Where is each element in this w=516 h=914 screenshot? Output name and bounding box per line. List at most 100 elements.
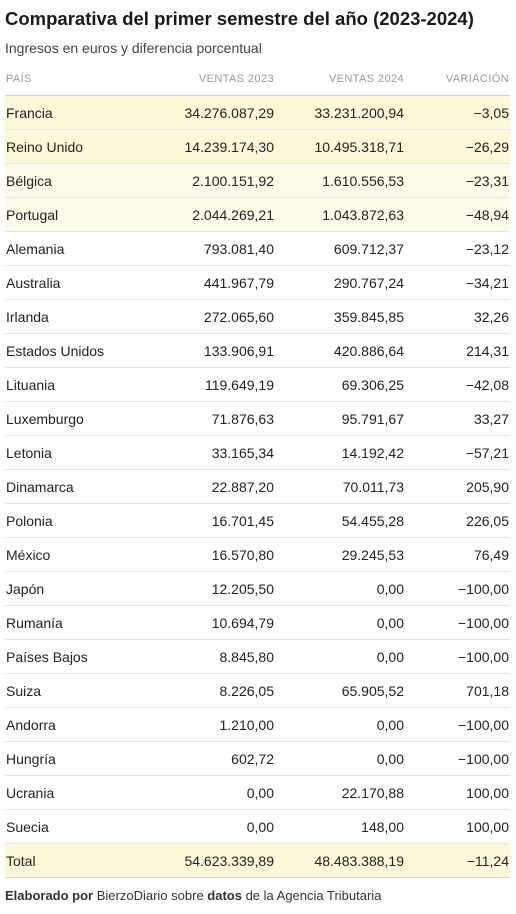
sales-2023-cell: 16.701,45: [155, 503, 275, 538]
table-row: Andorra 1.210,00 0,00 −100,00: [5, 707, 510, 742]
sales-2024-cell: 1.610.556,53: [275, 163, 405, 198]
total-sales-2023-cell: 54.623.339,89: [155, 843, 275, 878]
table-row: Letonia 33.165,34 14.192,42 −57,21: [5, 435, 510, 470]
variation-cell: 100,00: [405, 809, 510, 844]
table-row: Luxemburgo 71.876,63 95.791,67 33,27: [5, 401, 510, 436]
sales-2024-cell: 54.455,28: [275, 503, 405, 538]
country-cell: Rumanía: [5, 605, 155, 640]
variation-cell: −100,00: [405, 707, 510, 742]
table-row: Alemania 793.081,40 609.712,37 −23,12: [5, 231, 510, 266]
sales-2024-cell: 70.011,73: [275, 469, 405, 504]
country-cell: Francia: [5, 95, 155, 130]
sales-2023-cell: 16.570,80: [155, 537, 275, 572]
table-row: Polonia 16.701,45 54.455,28 226,05: [5, 503, 510, 538]
sales-2023-cell: 2.044.269,21: [155, 197, 275, 232]
sales-2023-cell: 33.165,34: [155, 435, 275, 470]
country-cell: Reino Unido: [5, 129, 155, 164]
sales-2024-cell: 33.231.200,94: [275, 95, 405, 130]
variation-cell: −100,00: [405, 605, 510, 640]
table-row: Portugal 2.044.269,21 1.043.872,63 −48,94: [5, 197, 510, 232]
variation-cell: −3,05: [405, 95, 510, 130]
table-row: Países Bajos 8.845,80 0,00 −100,00: [5, 639, 510, 674]
sales-2023-cell: 8.226,05: [155, 673, 275, 708]
page-title: Comparativa del primer semestre del año …: [5, 8, 474, 29]
sales-2024-cell: 29.245,53: [275, 537, 405, 572]
sales-2023-cell: 0,00: [155, 775, 275, 810]
sales-2023-cell: 8.845,80: [155, 639, 275, 674]
sales-2023-cell: 14.239.174,30: [155, 129, 275, 164]
sales-2024-cell: 609.712,37: [275, 231, 405, 266]
table-row: Reino Unido 14.239.174,30 10.495.318,71 −26…: [5, 129, 510, 164]
variation-cell: −100,00: [405, 741, 510, 776]
data-table: PAÍS VENTAS 2023 VENTAS 2024 VARIACIÓN F…: [5, 63, 510, 878]
sales-2024-cell: 148,00: [275, 809, 405, 844]
table-row: Rumanía 10.694,79 0,00 −100,00: [5, 605, 510, 640]
table-row: Lituania 119.649,19 69.306,25 −42,08: [5, 367, 510, 402]
sales-2024-cell: 420.886,64: [275, 333, 405, 368]
sales-2024-cell: 65.905,52: [275, 673, 405, 708]
sales-2024-cell: 22.170,88: [275, 775, 405, 810]
source-note: Elaborado por BierzoDiario sobre datos d…: [5, 888, 510, 903]
country-cell: Andorra: [5, 707, 155, 742]
country-cell: México: [5, 537, 155, 572]
column-header-sales-2023: VENTAS 2023: [155, 63, 275, 96]
country-cell: Letonia: [5, 435, 155, 470]
country-cell: Ucrania: [5, 775, 155, 810]
table-body: Francia 34.276.087,29 33.231.200,94 −3,05 Re…: [5, 95, 510, 878]
country-cell: Bélgica: [5, 163, 155, 198]
table-row: Japón 12.205,50 0,00 −100,00: [5, 571, 510, 606]
country-cell: Hungría: [5, 741, 155, 776]
variation-cell: −48,94: [405, 197, 510, 232]
sales-2024-cell: 0,00: [275, 605, 405, 640]
variation-cell: −34,21: [405, 265, 510, 300]
variation-cell: 100,00: [405, 775, 510, 810]
total-sales-2024-cell: 48.483.388,19: [275, 843, 405, 878]
sales-2023-cell: 441.967,79: [155, 265, 275, 300]
sales-2023-cell: 10.694,79: [155, 605, 275, 640]
sales-2023-cell: 12.205,50: [155, 571, 275, 606]
country-cell: Irlanda: [5, 299, 155, 334]
table-row: Estados Unidos 133.906,91 420.886,64 214,31: [5, 333, 510, 368]
source-note-bold-2: datos: [207, 888, 242, 903]
variation-cell: 226,05: [405, 503, 510, 538]
table-row: México 16.570,80 29.245,53 76,49: [5, 537, 510, 572]
sales-2023-cell: 0,00: [155, 809, 275, 844]
table-row: Hungría 602,72 0,00 −100,00: [5, 741, 510, 776]
variation-cell: −23,31: [405, 163, 510, 198]
country-cell: Polonia: [5, 503, 155, 538]
sales-2024-cell: 0,00: [275, 571, 405, 606]
variation-cell: −23,12: [405, 231, 510, 266]
sales-2024-cell: 69.306,25: [275, 367, 405, 402]
sales-2023-cell: 133.906,91: [155, 333, 275, 368]
sales-2024-cell: 0,00: [275, 741, 405, 776]
sales-2024-cell: 1.043.872,63: [275, 197, 405, 232]
sales-2024-cell: 359.845,85: [275, 299, 405, 334]
table-row: Irlanda 272.065,60 359.845,85 32,26: [5, 299, 510, 334]
country-cell: Portugal: [5, 197, 155, 232]
variation-cell: −100,00: [405, 571, 510, 606]
source-note-text-1: BierzoDiario sobre: [93, 888, 208, 903]
sales-2023-cell: 793.081,40: [155, 231, 275, 266]
country-cell: Dinamarca: [5, 469, 155, 504]
variation-cell: −100,00: [405, 639, 510, 674]
sales-2023-cell: 1.210,00: [155, 707, 275, 742]
table-row: Ucrania 0,00 22.170,88 100,00: [5, 775, 510, 810]
country-cell: Países Bajos: [5, 639, 155, 674]
sales-2024-cell: 14.192,42: [275, 435, 405, 470]
variation-cell: −57,21: [405, 435, 510, 470]
variation-cell: 701,18: [405, 673, 510, 708]
source-note-bold-1: Elaborado por: [5, 888, 94, 903]
country-cell: Japón: [5, 571, 155, 606]
table-header: PAÍS VENTAS 2023 VENTAS 2024 VARIACIÓN: [5, 63, 510, 96]
sales-2024-cell: 10.495.318,71: [275, 129, 405, 164]
country-cell: Suecia: [5, 809, 155, 844]
sales-2024-cell: 0,00: [275, 639, 405, 674]
column-header-sales-2024: VENTAS 2024: [275, 63, 405, 96]
variation-cell: −42,08: [405, 367, 510, 402]
sales-2023-cell: 119.649,19: [155, 367, 275, 402]
country-cell: Lituania: [5, 367, 155, 402]
country-cell: Suiza: [5, 673, 155, 708]
sales-2023-cell: 272.065,60: [155, 299, 275, 334]
variation-cell: 205,90: [405, 469, 510, 504]
variation-cell: −26,29: [405, 129, 510, 164]
